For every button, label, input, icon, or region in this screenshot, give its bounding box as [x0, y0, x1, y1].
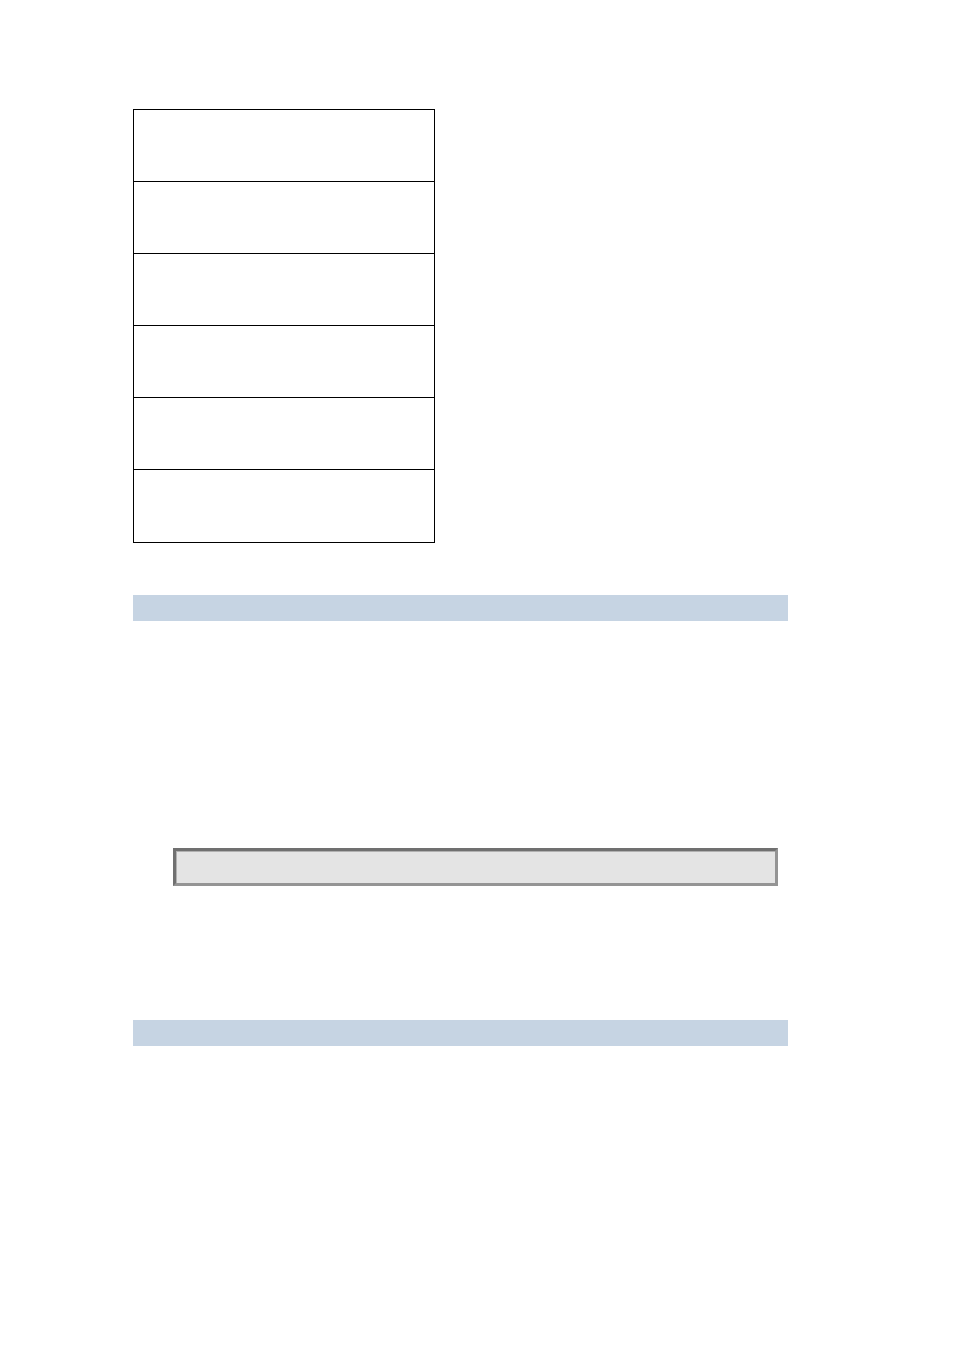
table-row [134, 398, 434, 470]
table-row [134, 470, 434, 542]
table-row [134, 254, 434, 326]
highlight-bar [133, 1020, 788, 1046]
table-row [134, 326, 434, 398]
table-row [134, 110, 434, 182]
empty-table [133, 109, 435, 543]
highlight-bar [133, 595, 788, 621]
table-row [134, 182, 434, 254]
inset-box [173, 848, 778, 886]
